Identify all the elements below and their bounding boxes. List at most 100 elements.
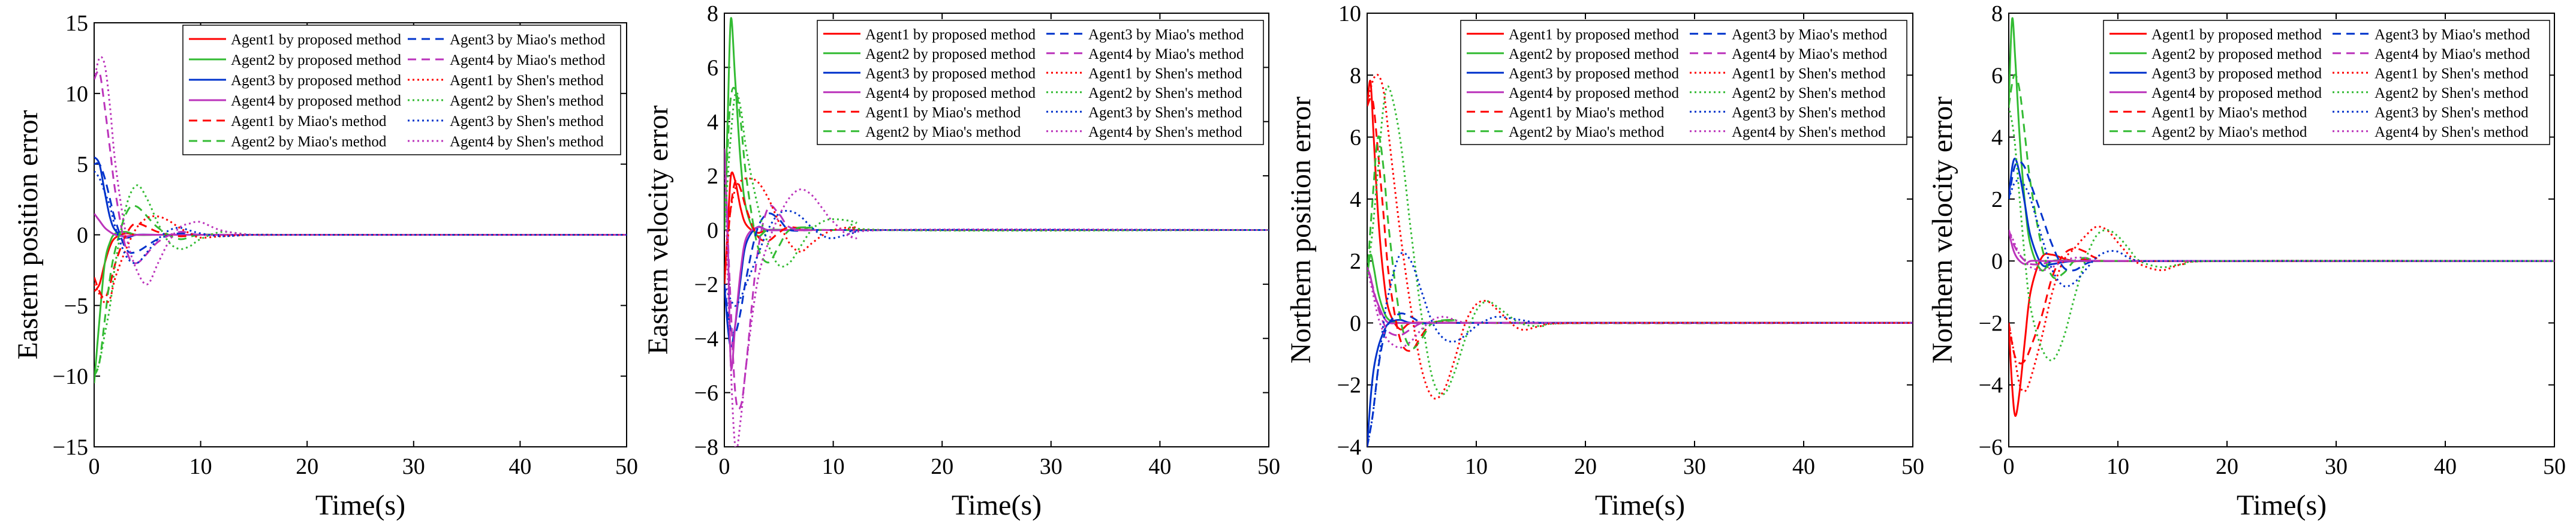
x-tick-label: 20 [1574, 454, 1597, 479]
legend-label: Agent3 by proposed method [865, 65, 1036, 82]
y-tick-label: −15 [53, 435, 88, 460]
x-tick-label: 20 [931, 454, 953, 479]
legend-label: Agent3 by Shen's method [2375, 104, 2529, 121]
legend-label: Agent1 by Miao's method [1509, 104, 1665, 121]
legend-label: Agent2 by Shen's method [1088, 85, 1242, 101]
y-tick-label: 2 [1991, 187, 2003, 212]
y-tick-label: 4 [707, 110, 718, 135]
legend-label: Agent2 by Shen's method [1732, 85, 1886, 101]
legend-label: Agent4 by Miao's method [1732, 46, 1888, 62]
x-tick-label: 10 [822, 454, 845, 479]
legend-label: Agent1 by Miao's method [2151, 104, 2307, 121]
y-axis-label: Northern position error [1285, 97, 1317, 363]
series-line-12 [94, 56, 627, 285]
series-lines [2009, 17, 2554, 417]
x-axis-label: Time(s) [952, 489, 1042, 521]
legend-label: Agent4 by proposed method [2151, 85, 2322, 101]
series-line-10 [1367, 85, 1913, 395]
legend-label: Agent2 by Miao's method [2151, 124, 2307, 140]
series-line-11 [724, 210, 1269, 307]
x-tick-label: 0 [89, 454, 100, 479]
legend-label: Agent1 by Shen's method [2375, 65, 2529, 82]
legend-label: Agent2 by Miao's method [1509, 124, 1665, 140]
x-tick-label: 30 [1683, 454, 1706, 479]
legend-label: Agent4 by Miao's method [1088, 46, 1244, 62]
legend: Agent1 by proposed method Agent2 by propo… [2103, 20, 2550, 145]
y-tick-label: −6 [1979, 435, 2003, 460]
legend-label: Agent2 by proposed method [1509, 46, 1679, 62]
legend: Agent1 by proposed method Agent2 by propo… [182, 25, 621, 155]
y-tick-label: −6 [694, 381, 718, 406]
x-tick-label: 50 [1901, 454, 1924, 479]
legend-box [817, 20, 1264, 145]
legend-label: Agent1 by proposed method [865, 26, 1036, 43]
y-tick-label: −2 [1979, 311, 2003, 336]
legend-label: Agent3 by Miao's method [1732, 26, 1888, 43]
legend-label: Agent4 by Shen's method [1732, 124, 1886, 140]
y-tick-label: −4 [1979, 373, 2003, 398]
x-tick-label: 0 [2003, 454, 2015, 479]
y-tick-label: 2 [707, 164, 718, 189]
legend-label: Agent4 by Shen's method [1088, 124, 1242, 140]
x-tick-label: 10 [1465, 454, 1488, 479]
series-lines [94, 56, 627, 384]
y-axis-label: Eastern position error [12, 110, 44, 360]
legend-label: Agent4 by proposed method [1509, 85, 1679, 101]
series-lines [1367, 74, 1913, 447]
y-tick-label: 4 [1991, 125, 2003, 151]
y-axis-label: Northern velocity error [1927, 97, 1958, 363]
legend-label: Agent1 by Miao's method [865, 104, 1021, 121]
legend-label: Agent3 by proposed method [2151, 65, 2322, 82]
series-line-7 [2009, 161, 2554, 272]
y-tick-label: 0 [707, 218, 718, 244]
legend: Agent1 by proposed method Agent2 by propo… [1460, 20, 1907, 145]
x-axis-label: Time(s) [315, 489, 405, 521]
chart-panel-3: 0 10 20 30 40 50 −4 −2 0 2 4 6 8 10 Time(s) Northern po… [1285, 1, 1924, 521]
series-line-9 [1367, 74, 1913, 400]
legend-label: Agent3 by Miao's method [1088, 26, 1244, 43]
y-tick-label: −2 [694, 272, 718, 297]
x-tick-label: 0 [1362, 454, 1373, 479]
x-axis-label: Time(s) [2237, 489, 2327, 521]
y-tick-label: −4 [694, 326, 718, 351]
y-tick-label: −4 [1337, 435, 1361, 460]
x-tick-label: 50 [615, 454, 638, 479]
series-line-6 [724, 86, 1269, 264]
legend-label: Agent1 by proposed method [2151, 26, 2322, 43]
y-tick-label: 5 [77, 152, 88, 178]
legend-label: Agent4 by Shen's method [2375, 124, 2529, 140]
y-tick-label: −10 [53, 364, 88, 389]
series-line-12 [2009, 229, 2554, 272]
legend-label: Agent4 by Shen's method [450, 134, 604, 150]
x-tick-label: 50 [1257, 454, 1280, 479]
x-axis-label: Time(s) [1595, 489, 1685, 521]
series-line-8 [1367, 267, 1913, 336]
y-tick-label: 6 [707, 55, 718, 80]
series-line-11 [94, 170, 627, 264]
legend-label: Agent4 by Miao's method [450, 52, 606, 68]
legend-label: Agent2 by Shen's method [450, 93, 604, 109]
legend-box [2103, 20, 2550, 145]
series-line-5 [2009, 247, 2554, 365]
series-line-11 [1367, 251, 1913, 447]
legend-label: Agent3 by Shen's method [450, 113, 604, 130]
legend-label: Agent3 by Shen's method [1088, 104, 1242, 121]
legend-label: Agent2 by Miao's method [865, 124, 1021, 140]
series-line-8 [2009, 230, 2554, 266]
y-tick-label: −8 [694, 435, 718, 460]
y-tick-label: 6 [1991, 63, 2003, 88]
x-tick-label: 40 [508, 454, 531, 479]
legend-box [182, 25, 621, 155]
chart-panel-2: 0 10 20 30 40 50 −8 −6 −4 −2 0 2 4 6 8 Time(s) Eastern v… [642, 1, 1280, 521]
series-line-8 [724, 148, 1269, 410]
x-tick-label: 30 [1040, 454, 1063, 479]
legend-label: Agent4 by Miao's method [2375, 46, 2530, 62]
legend-label: Agent1 by proposed method [231, 32, 401, 48]
legend-label: Agent3 by Miao's method [450, 32, 606, 48]
x-tick-label: 20 [2216, 454, 2238, 479]
x-tick-label: 10 [2106, 454, 2129, 479]
series-line-9 [2009, 226, 2554, 393]
y-tick-label: 0 [77, 223, 88, 248]
y-tick-label: 4 [1350, 187, 1361, 212]
